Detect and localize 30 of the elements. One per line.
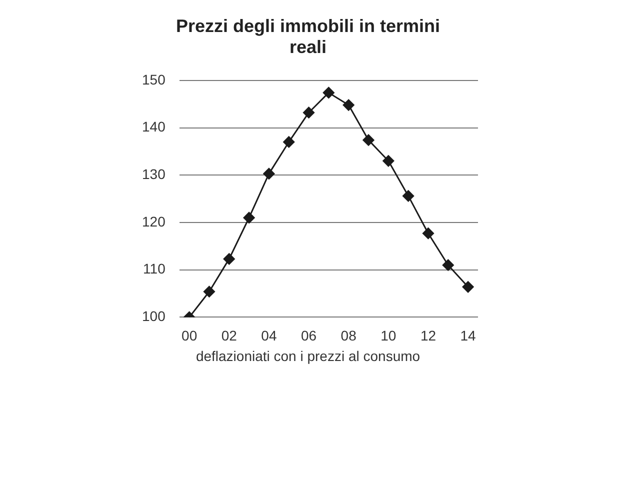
y-tick-label: 100 [142, 308, 166, 324]
x-tick-label: 14 [460, 327, 476, 344]
point [442, 259, 454, 271]
x-tick-label: 02 [221, 327, 238, 344]
point [342, 99, 354, 111]
y-tick-label: 110 [143, 260, 166, 277]
x-tick-label: 06 [300, 327, 317, 344]
point [422, 228, 434, 240]
point [263, 168, 275, 180]
point [362, 134, 374, 146]
point [322, 86, 334, 98]
y-tick-label: 120 [142, 213, 166, 230]
chart-title: Prezzi degli immobili in termini reali [174, 15, 442, 58]
point [462, 281, 474, 293]
y-tick-label: 140 [142, 118, 166, 135]
text: deflazioniati con i prezzi al consumo [194, 348, 422, 364]
point [203, 286, 215, 298]
x-tick-label: 04 [261, 327, 277, 344]
point [382, 155, 394, 167]
x-tick-label: 10 [380, 327, 396, 344]
point [303, 106, 315, 118]
x-tick-label: 08 [340, 327, 357, 344]
point [283, 136, 295, 148]
x-tick-label: 12 [420, 327, 436, 344]
y-tick-label: 130 [142, 166, 166, 182]
x-tick-label: 00 [182, 327, 198, 344]
y-tick-label: 150 [142, 71, 166, 88]
point [402, 190, 414, 202]
point [223, 253, 235, 265]
point [243, 212, 255, 224]
